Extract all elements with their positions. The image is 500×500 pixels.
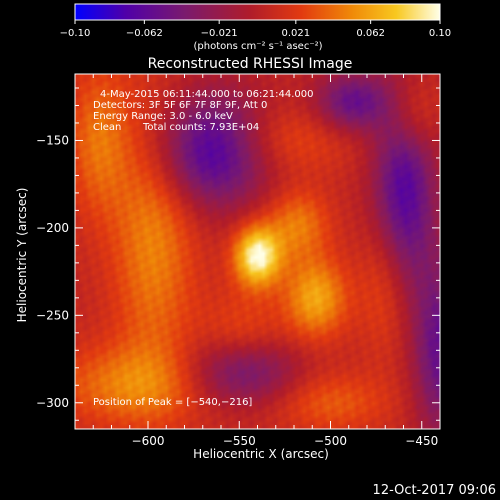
colorbar-tick-label: −0.062 <box>126 28 163 39</box>
y-tick-label: −300 <box>36 396 69 410</box>
axis-ticks: −600 −550 −500 −450 −150 −200 −250 −300 <box>36 74 441 448</box>
y-tick-label: −250 <box>36 308 69 322</box>
colorbar-ticks: −0.10 −0.062 −0.021 0.021 0.062 0.10 <box>60 20 451 39</box>
footer-timestamp: 12-Oct-2017 09:06 <box>373 483 496 498</box>
time-range-text: 4-May-2015 06:11:44.000 to 06:21:44.000 <box>100 89 313 100</box>
annotation-block: 4-May-2015 06:11:44.000 to 06:21:44.000 … <box>93 89 313 408</box>
colorbar-tick-label: 0.062 <box>356 28 385 39</box>
heatmap-image <box>75 74 440 429</box>
colorbar-unit-label: (photons cm⁻² s⁻¹ asec⁻²) <box>193 41 322 52</box>
plot-area: −600 −550 −500 −450 −150 −200 −250 −300 <box>36 73 441 448</box>
y-axis-label: Heliocentric Y (arcsec) <box>15 188 29 323</box>
colorbar-tick-label: 0.021 <box>282 28 311 39</box>
peak-position-text: Position of Peak = [−540,−216] <box>93 397 252 408</box>
colorbar-tick-label: −0.021 <box>201 28 238 39</box>
x-tick-label: −450 <box>405 434 438 448</box>
x-tick-label: −600 <box>132 434 165 448</box>
x-tick-label: −550 <box>223 434 256 448</box>
total-counts-text: Total counts: 7.93E+04 <box>142 122 259 133</box>
colorbar-bar <box>74 3 441 21</box>
clean-label: Clean <box>93 122 121 133</box>
energy-range-text: Energy Range: 3.0 - 6.0 keV <box>93 111 233 122</box>
x-tick-label: −500 <box>314 434 347 448</box>
colorbar: −0.10 −0.062 −0.021 0.021 0.062 0.10 (photons… <box>60 3 451 52</box>
chart-title: Reconstructed RHESSI Image <box>148 56 353 72</box>
y-tick-label: −150 <box>36 133 69 147</box>
y-tick-label: −200 <box>36 221 69 235</box>
x-axis-label: Heliocentric X (arcsec) <box>193 447 329 461</box>
colorbar-tick-label: −0.10 <box>60 28 91 39</box>
colorbar-tick-label: 0.10 <box>429 28 451 39</box>
detectors-text: Detectors: 3F 5F 6F 7F 8F 9F, Att 0 <box>93 100 267 111</box>
